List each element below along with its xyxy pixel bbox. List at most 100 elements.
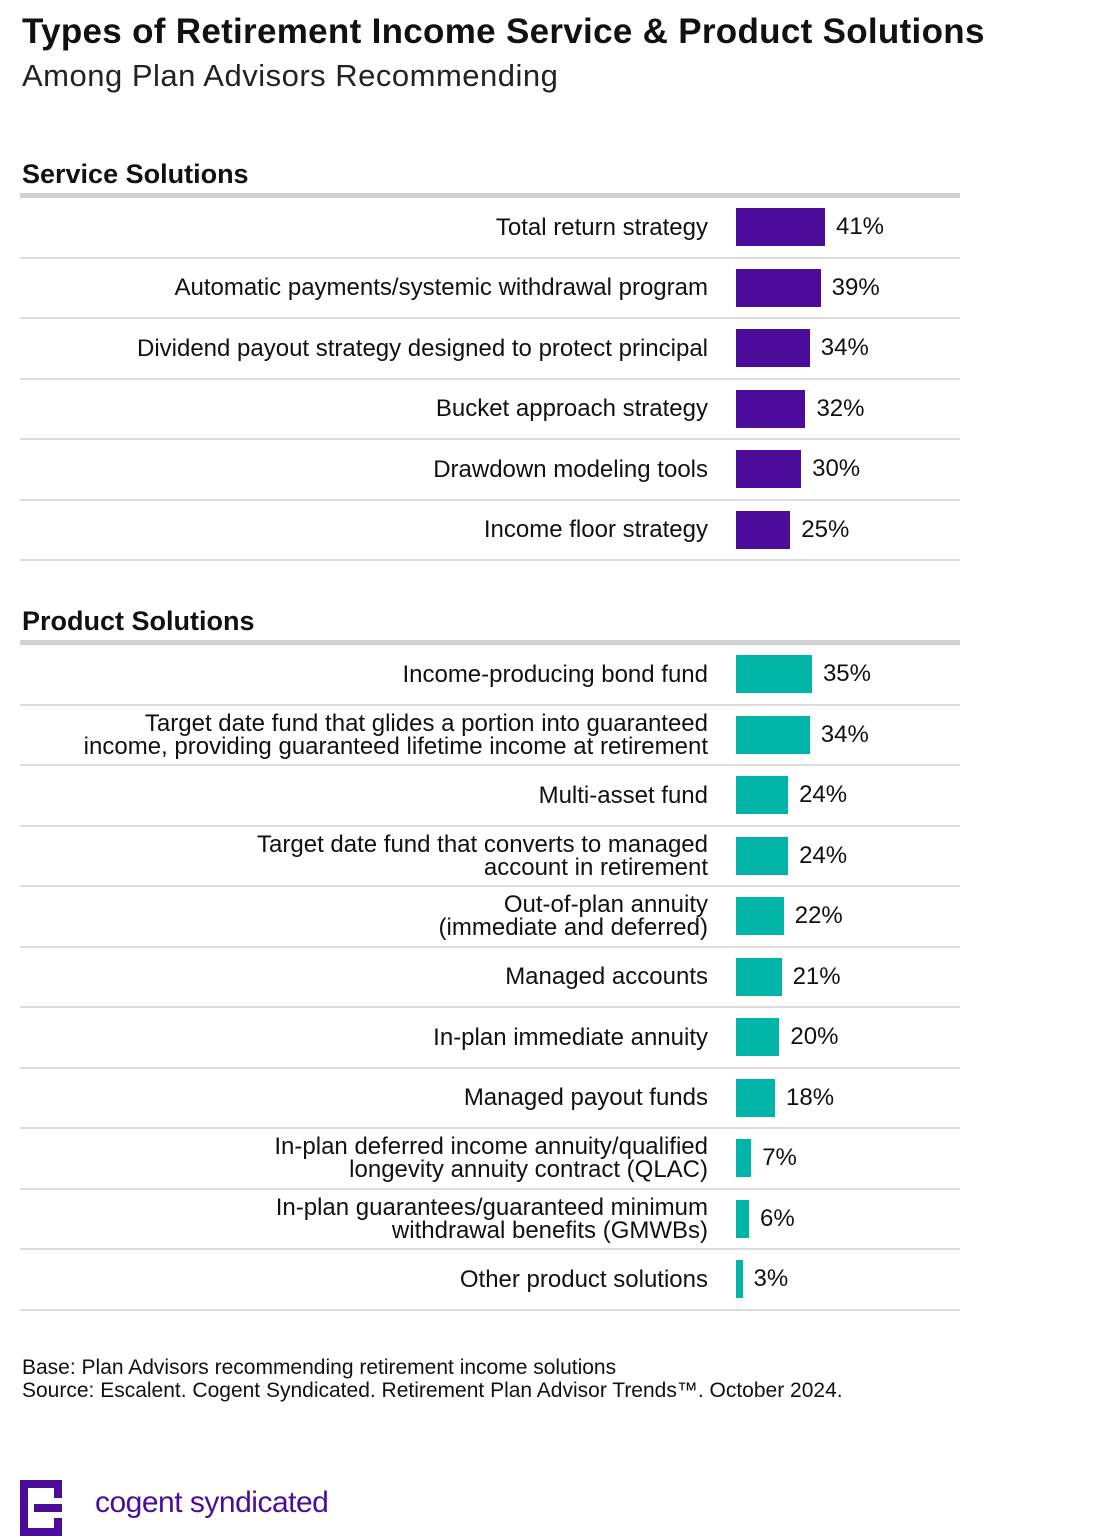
bar <box>736 655 812 694</box>
bar <box>736 1018 780 1057</box>
value-label: 24% <box>799 781 848 809</box>
value-label: 39% <box>831 273 880 301</box>
footnote: Base: Plan Advisors recommending retirem… <box>22 1356 843 1402</box>
bar-area: 20% <box>736 1008 960 1067</box>
chart-row: Total return strategy 41% <box>20 198 960 259</box>
bar-area: 32% <box>736 380 960 439</box>
chart-row: Drawdown modeling tools 30% <box>20 440 960 501</box>
bar <box>736 776 789 815</box>
value-label: 22% <box>794 902 843 930</box>
chart-row: In-plan immediate annuity 20% <box>20 1008 960 1069</box>
bar-area: 41% <box>736 198 960 257</box>
value-label: 18% <box>786 1083 835 1111</box>
chart-row: Target date fund that glides a portion i… <box>20 706 960 766</box>
category-label: Dividend payout strategy designed to pro… <box>136 334 708 362</box>
bar-area: 35% <box>736 645 960 704</box>
category-label: Automatic payments/systemic withdrawal p… <box>174 274 708 302</box>
chart-row: Managed accounts 21% <box>20 948 960 1008</box>
bar-area: 30% <box>736 440 960 499</box>
chart-row: Target date fund that converts to manage… <box>20 827 960 887</box>
category-label: Income floor strategy <box>483 516 708 544</box>
bar <box>736 389 806 428</box>
chart-row: Out-of-plan annuity (immediate and defer… <box>20 887 960 948</box>
product-solutions-chart: Product Solutions Income-producing bond … <box>20 602 960 1311</box>
bar <box>736 957 782 996</box>
category-label: Income-producing bond fund <box>402 660 708 688</box>
bar-area: 18% <box>736 1069 960 1128</box>
value-label: 3% <box>753 1265 789 1293</box>
value-label: 41% <box>835 213 885 241</box>
value-label: 21% <box>792 962 841 990</box>
chart-row: Multi-asset fund 24% <box>20 766 960 827</box>
bar-area: 6% <box>736 1190 960 1249</box>
value-label: 32% <box>816 394 865 422</box>
bar-area: 22% <box>736 887 960 946</box>
bar-area: 21% <box>736 948 960 1007</box>
bar-area: 34% <box>736 319 960 378</box>
bar <box>736 329 810 368</box>
category-label: In-plan immediate annuity <box>433 1023 708 1051</box>
chart-row: Managed payout funds 18% <box>20 1069 960 1129</box>
bar <box>736 510 791 549</box>
bar-area: 34% <box>736 706 960 765</box>
category-label: Drawdown modeling tools <box>433 455 708 483</box>
section-divider <box>20 193 960 198</box>
value-label: 34% <box>820 334 869 362</box>
value-label: 35% <box>822 660 871 688</box>
value-label: 6% <box>760 1204 795 1232</box>
chart-row: Other product solutions 3% <box>20 1250 960 1311</box>
bar <box>736 897 784 936</box>
bar-area: 24% <box>736 766 960 825</box>
chart-row: Automatic payments/systemic withdrawal p… <box>20 259 960 319</box>
bar <box>736 1260 743 1299</box>
value-label: 24% <box>799 841 848 869</box>
bar-area: 25% <box>736 501 960 560</box>
chart-row: Income floor strategy 25% <box>20 501 960 561</box>
category-label: Out-of-plan annuity (immediate and defer… <box>438 891 708 942</box>
value-label: 20% <box>790 1023 839 1051</box>
chart-row: In-plan deferred income annuity/qualifie… <box>20 1129 960 1190</box>
chart-row: Dividend payout strategy designed to pro… <box>20 319 960 380</box>
category-label: Target date fund that converts to manage… <box>257 830 708 881</box>
chart-row: In-plan guarantees/guaranteed minimum wi… <box>20 1190 960 1250</box>
category-label: Other product solutions <box>459 1265 708 1293</box>
chart-row: Income-producing bond fund 35% <box>20 645 960 706</box>
bar-area: 39% <box>736 259 960 318</box>
category-label: Multi-asset fund <box>538 781 708 809</box>
bar-area: 24% <box>736 827 960 886</box>
page-title: Types of Retirement Income Service & Pro… <box>22 12 985 51</box>
category-label: In-plan guarantees/guaranteed minimum wi… <box>275 1193 708 1244</box>
value-label: 7% <box>762 1144 797 1172</box>
footnote-source: Source: Escalent. Cogent Syndicated. Ret… <box>22 1379 843 1402</box>
category-label: Managed accounts <box>505 963 708 991</box>
category-label: Target date fund that glides a portion i… <box>83 709 708 760</box>
category-label: In-plan deferred income annuity/qualifie… <box>274 1133 708 1184</box>
bar <box>736 1139 752 1178</box>
bar-area: 7% <box>736 1129 960 1188</box>
brand-name: cogent syndicated <box>95 1486 329 1519</box>
service-solutions-chart: Service Solutions Total return strategy 4… <box>20 155 960 561</box>
chart-rows: Total return strategy 41% Automatic paymen… <box>20 198 960 561</box>
category-label: Managed payout funds <box>463 1084 708 1112</box>
footnote-base: Base: Plan Advisors recommending retirem… <box>22 1356 617 1379</box>
bar <box>736 208 825 247</box>
bar <box>736 1078 776 1117</box>
bar <box>736 268 821 307</box>
value-label: 30% <box>812 455 861 483</box>
bar <box>736 715 810 754</box>
bar <box>736 450 802 489</box>
chart-row: Bucket approach strategy 32% <box>20 380 960 440</box>
chart-rows: Income-producing bond fund 35% Target date… <box>20 645 960 1311</box>
section-title: Service Solutions <box>22 159 249 189</box>
bar-area: 3% <box>736 1250 960 1309</box>
section-title: Product Solutions <box>22 606 255 636</box>
page-subtitle: Among Plan Advisors Recommending <box>22 58 559 93</box>
category-label: Total return strategy <box>495 213 708 241</box>
category-label: Bucket approach strategy <box>435 395 708 423</box>
bar <box>736 1199 750 1238</box>
bar <box>736 836 789 875</box>
value-label: 25% <box>801 515 850 543</box>
value-label: 34% <box>820 720 869 748</box>
section-divider <box>20 640 960 645</box>
cogent-logo-icon <box>20 1480 62 1536</box>
